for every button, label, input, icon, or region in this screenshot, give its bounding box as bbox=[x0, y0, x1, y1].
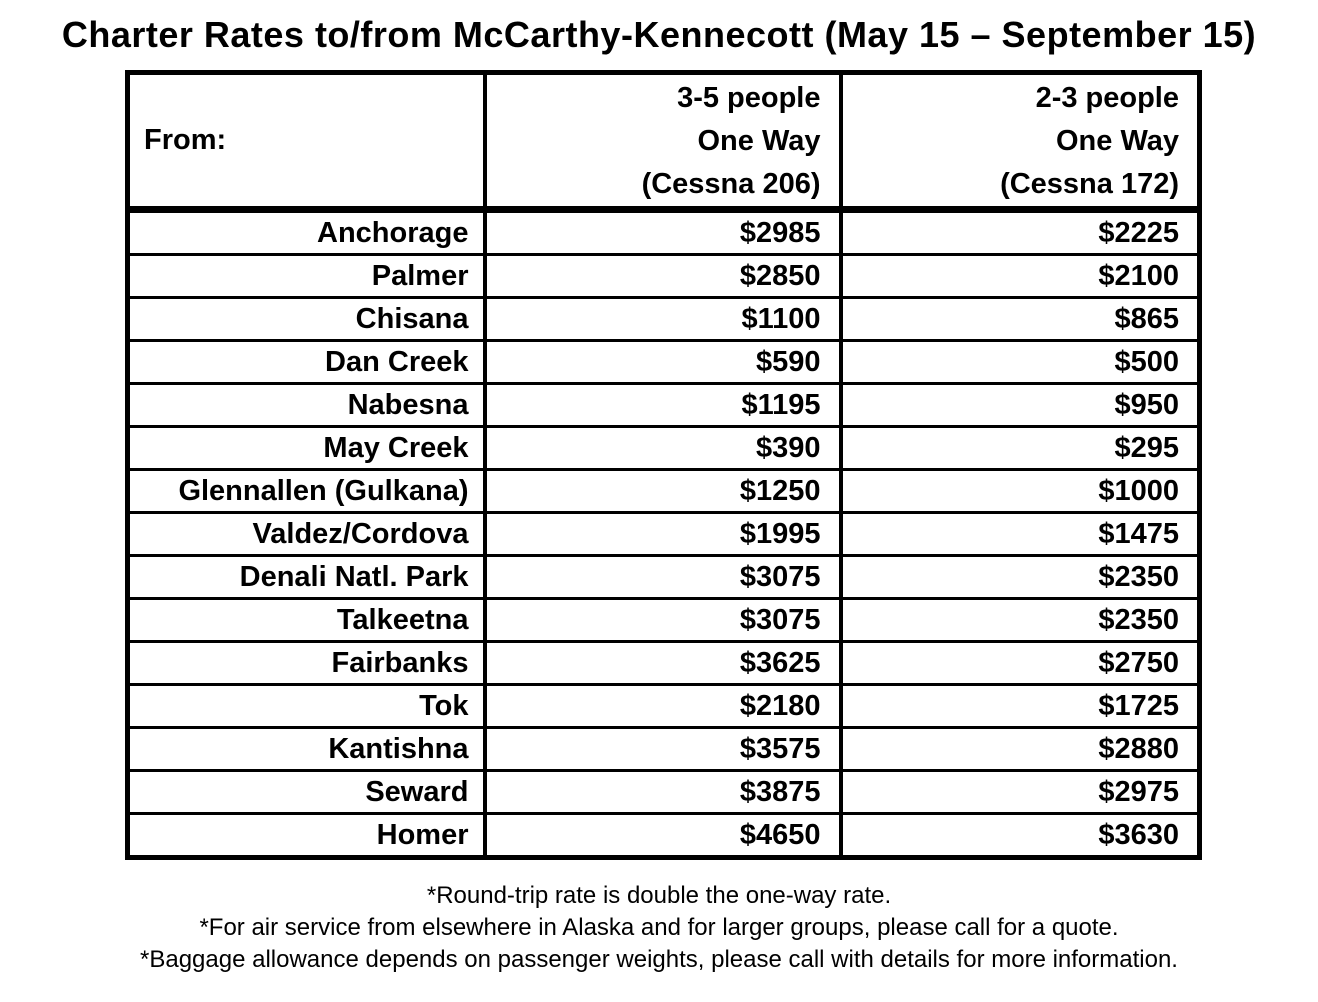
header-206-line-oneway: One Way bbox=[697, 125, 821, 157]
table-row: Anchorage $2985 $2225 bbox=[125, 208, 1202, 256]
from-cell: Anchorage bbox=[125, 208, 487, 256]
footnotes: *Round-trip rate is double the one-way r… bbox=[0, 880, 1318, 976]
rate-206-cell: $3075 bbox=[482, 597, 843, 643]
rate-206-cell: $1250 bbox=[482, 468, 843, 514]
header-cessna-172: 2-3 people One Way (Cessna 172) bbox=[838, 71, 1202, 213]
table-row: Homer $4650 $3630 bbox=[125, 812, 1202, 859]
from-cell: Talkeetna bbox=[125, 597, 487, 643]
header-from: From: bbox=[125, 71, 487, 213]
rate-206-cell: $1100 bbox=[482, 296, 843, 342]
rate-172-cell: $1725 bbox=[838, 683, 1202, 729]
rate-206-cell: $390 bbox=[482, 425, 843, 471]
rate-172-cell: $1000 bbox=[838, 468, 1202, 514]
header-172-line-plane: (Cessna 172) bbox=[1000, 168, 1179, 200]
from-cell: Chisana bbox=[125, 296, 487, 342]
rate-172-cell: $2225 bbox=[838, 208, 1202, 256]
table-row: Seward $3875 $2975 bbox=[125, 769, 1202, 815]
rate-172-cell: $2350 bbox=[838, 554, 1202, 600]
rate-206-cell: $590 bbox=[482, 339, 843, 385]
rate-172-cell: $865 bbox=[838, 296, 1202, 342]
rate-206-cell: $1195 bbox=[482, 382, 843, 428]
from-cell: Valdez/Cordova bbox=[125, 511, 487, 557]
rate-206-cell: $3075 bbox=[482, 554, 843, 600]
from-cell: Denali Natl. Park bbox=[125, 554, 487, 600]
from-cell: Seward bbox=[125, 769, 487, 815]
table-row: Chisana $1100 $865 bbox=[125, 296, 1202, 342]
header-172-line-people: 2-3 people bbox=[1035, 82, 1179, 114]
rate-206-cell: $3875 bbox=[482, 769, 843, 815]
rate-206-cell: $4650 bbox=[482, 812, 843, 859]
footnote-baggage: *Baggage allowance depends on passenger … bbox=[140, 946, 1178, 973]
rate-172-cell: $2750 bbox=[838, 640, 1202, 686]
rate-172-cell: $950 bbox=[838, 382, 1202, 428]
table-row: Kantishna $3575 $2880 bbox=[125, 726, 1202, 772]
table-row: Talkeetna $3075 $2350 bbox=[125, 597, 1202, 643]
from-cell: Fairbanks bbox=[125, 640, 487, 686]
footnote-roundtrip: *Round-trip rate is double the one-way r… bbox=[426, 882, 892, 909]
from-cell: May Creek bbox=[125, 425, 487, 471]
header-172-line-oneway: One Way bbox=[1055, 125, 1179, 157]
charter-rates-table: From: 3-5 people One Way (Cessna 206) 2-… bbox=[125, 70, 1202, 860]
table-row: Denali Natl. Park $3075 $2350 bbox=[125, 554, 1202, 600]
table-row: Valdez/Cordova $1995 $1475 bbox=[125, 511, 1202, 557]
header-206-line-plane: (Cessna 206) bbox=[641, 168, 821, 200]
header-206-line-people: 3-5 people bbox=[677, 82, 821, 114]
rate-206-cell: $3625 bbox=[482, 640, 843, 686]
rate-206-cell: $2850 bbox=[482, 253, 843, 299]
table-row: May Creek $390 $295 bbox=[125, 425, 1202, 471]
rate-172-cell: $2350 bbox=[838, 597, 1202, 643]
table-row: Palmer $2850 $2100 bbox=[125, 253, 1202, 299]
footnote-quote: *For air service from elsewhere in Alask… bbox=[199, 914, 1119, 941]
rate-206-cell: $1995 bbox=[482, 511, 843, 557]
from-cell: Dan Creek bbox=[125, 339, 487, 385]
from-cell: Glennallen (Gulkana) bbox=[125, 468, 487, 514]
from-cell: Palmer bbox=[125, 253, 487, 299]
rate-172-cell: $2975 bbox=[838, 769, 1202, 815]
from-cell: Nabesna bbox=[125, 382, 487, 428]
rate-172-cell: $295 bbox=[838, 425, 1202, 471]
header-row: From: 3-5 people One Way (Cessna 206) 2-… bbox=[125, 71, 1202, 213]
table-row: Nabesna $1195 $950 bbox=[125, 382, 1202, 428]
rate-172-cell: $3630 bbox=[838, 812, 1202, 859]
page-title: Charter Rates to/from McCarthy-Kennecott… bbox=[61, 14, 1257, 55]
from-cell: Homer bbox=[125, 812, 487, 859]
rate-172-cell: $1475 bbox=[838, 511, 1202, 557]
rate-172-cell: $2100 bbox=[838, 253, 1202, 299]
rate-172-cell: $2880 bbox=[838, 726, 1202, 772]
from-cell: Tok bbox=[125, 683, 487, 729]
table-row: Fairbanks $3625 $2750 bbox=[125, 640, 1202, 686]
from-cell: Kantishna bbox=[125, 726, 487, 772]
table-row: Tok $2180 $1725 bbox=[125, 683, 1202, 729]
rate-172-cell: $500 bbox=[838, 339, 1202, 385]
table-row: Dan Creek $590 $500 bbox=[125, 339, 1202, 385]
rate-206-cell: $2180 bbox=[482, 683, 843, 729]
rate-206-cell: $2985 bbox=[482, 208, 843, 256]
header-cessna-206: 3-5 people One Way (Cessna 206) bbox=[482, 71, 843, 213]
table-row: Glennallen (Gulkana) $1250 $1000 bbox=[125, 468, 1202, 514]
rate-206-cell: $3575 bbox=[482, 726, 843, 772]
